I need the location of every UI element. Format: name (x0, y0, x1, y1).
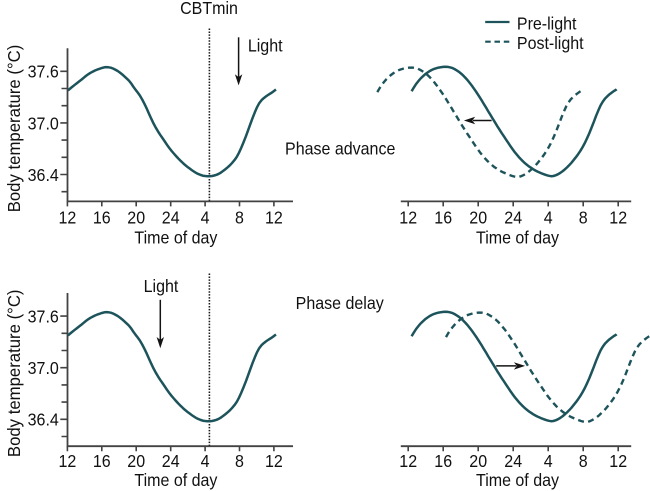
svg-text:8: 8 (579, 451, 588, 471)
svg-text:37.6: 37.6 (28, 307, 59, 327)
svg-text:36.4: 36.4 (28, 165, 59, 185)
svg-text:4: 4 (544, 208, 553, 228)
svg-text:CBTmin: CBTmin (180, 0, 238, 18)
svg-text:12: 12 (399, 451, 417, 471)
svg-text:20: 20 (469, 208, 487, 228)
svg-text:Time of day: Time of day (134, 470, 217, 490)
svg-text:24: 24 (504, 208, 522, 228)
svg-text:Time of day: Time of day (476, 470, 559, 490)
svg-text:Phase delay: Phase delay (296, 293, 385, 313)
svg-text:37.0: 37.0 (28, 113, 59, 133)
svg-text:Pre-light: Pre-light (517, 14, 577, 34)
svg-text:12: 12 (265, 451, 283, 471)
svg-text:Phase advance: Phase advance (285, 139, 395, 159)
svg-text:Body temperature (°C): Body temperature (°C) (3, 290, 24, 458)
svg-text:20: 20 (127, 451, 145, 471)
svg-text:4: 4 (544, 451, 553, 471)
svg-text:16: 16 (434, 208, 452, 228)
svg-text:16: 16 (434, 451, 452, 471)
svg-text:Body temperature (°C): Body temperature (°C) (3, 45, 24, 213)
svg-text:16: 16 (93, 451, 111, 471)
svg-text:36.4: 36.4 (28, 410, 59, 430)
svg-text:4: 4 (201, 208, 210, 228)
svg-text:12: 12 (609, 451, 627, 471)
svg-text:20: 20 (127, 208, 145, 228)
svg-text:12: 12 (58, 208, 76, 228)
svg-text:16: 16 (93, 208, 111, 228)
svg-text:12: 12 (265, 208, 283, 228)
svg-text:8: 8 (579, 208, 588, 228)
svg-text:37.6: 37.6 (28, 62, 59, 82)
svg-text:24: 24 (162, 451, 180, 471)
svg-text:37.0: 37.0 (28, 358, 59, 378)
svg-text:24: 24 (162, 208, 180, 228)
svg-text:8: 8 (235, 451, 244, 471)
svg-text:Light: Light (144, 276, 179, 296)
svg-text:12: 12 (399, 208, 417, 228)
svg-text:Post-light: Post-light (517, 33, 584, 53)
svg-text:Time of day: Time of day (134, 228, 217, 248)
svg-text:Light: Light (248, 35, 283, 55)
svg-text:4: 4 (201, 451, 210, 471)
svg-text:Time of day: Time of day (476, 228, 559, 248)
svg-text:12: 12 (58, 451, 76, 471)
svg-text:12: 12 (609, 208, 627, 228)
svg-text:20: 20 (469, 451, 487, 471)
svg-text:8: 8 (235, 208, 244, 228)
svg-text:24: 24 (504, 451, 522, 471)
